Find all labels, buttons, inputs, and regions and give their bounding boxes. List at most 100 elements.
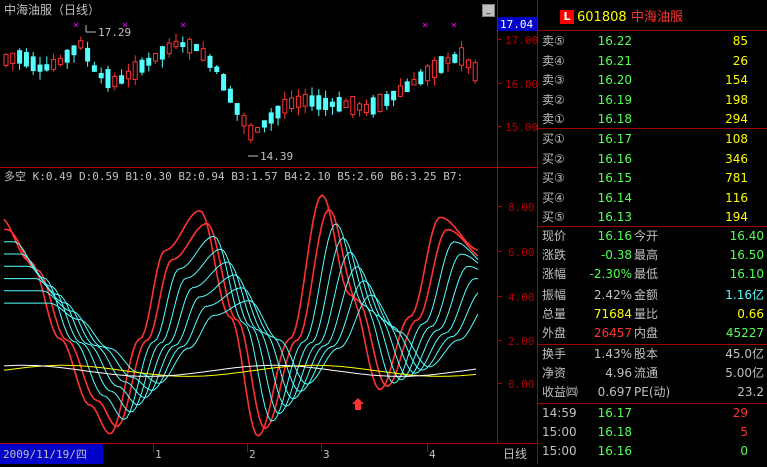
tick-time: 15:00	[542, 425, 577, 439]
level-price: 16.19	[597, 92, 632, 107]
candle-body	[459, 47, 465, 66]
bid-row[interactable]: 买① 16.17 108	[538, 130, 767, 149]
tick-volume: 0	[740, 444, 748, 458]
indicator-tick: 6.00	[508, 246, 535, 259]
indicator-line	[3, 364, 477, 377]
chart-area[interactable]: 中海油服（日线） 17.04 17.00 16.00 15.00 17.29 1…	[0, 0, 538, 464]
candle-body	[166, 42, 172, 55]
candle-body	[214, 66, 220, 72]
high-marker: 17.29	[85, 25, 131, 39]
level-label: 卖⑤	[542, 34, 565, 48]
kline-chart[interactable]: 中海油服（日线） 17.04 17.00 16.00 15.00 17.29 1…	[0, 0, 538, 464]
candle-body	[302, 93, 308, 107]
indicator-line	[4, 237, 479, 415]
candle-body	[146, 57, 152, 66]
tick-time: 15:00	[542, 444, 577, 458]
bid-row[interactable]: 买⑤ 16.13 194	[538, 208, 767, 227]
candle-body	[391, 90, 397, 101]
tick-time: 14:59	[542, 406, 577, 420]
ask-row[interactable]: 卖④ 16.21 26	[538, 52, 767, 71]
candle-body	[125, 70, 131, 80]
indicator-line	[4, 251, 479, 407]
level-label: 买①	[542, 132, 565, 146]
candle-body	[85, 47, 91, 62]
level-price: 16.18	[597, 112, 632, 127]
level-volume: 116	[725, 190, 748, 205]
candle-body	[377, 93, 383, 112]
stock-code: 601808	[577, 10, 627, 25]
indicator-tick: 4.00	[508, 291, 535, 304]
level-volume: 108	[725, 132, 748, 146]
bid-row[interactable]: 买④ 16.14 116	[538, 189, 767, 208]
tick-row: 15:00 16.18 5	[538, 423, 767, 442]
stat-label: 净资	[542, 366, 567, 380]
stat-label: 外盘	[542, 326, 567, 340]
magenta-marker: ×	[122, 20, 128, 31]
candle-body	[71, 45, 77, 56]
candle-body	[221, 74, 227, 91]
minimize-button[interactable]: _	[482, 4, 495, 17]
stat-label: 金额	[634, 288, 659, 302]
bid-row[interactable]: 买③ 16.15 781	[538, 169, 767, 188]
candle-body	[295, 95, 301, 108]
candle-body	[119, 75, 125, 84]
ask-row[interactable]: 卖② 16.19 198	[538, 91, 767, 110]
level-volume: 154	[725, 73, 748, 88]
net-assets: 4.96	[605, 366, 632, 380]
candle-body	[316, 95, 322, 110]
quote-panel: L 601808 中海油服 卖⑤ 16.22 85 卖④ 16.21 26 卖③ 16.20 1…	[537, 0, 767, 464]
turnover-amount: 1.16亿	[725, 288, 764, 302]
level-volume: 346	[725, 151, 748, 166]
stat-label: 总量	[542, 307, 567, 321]
stat-label: 量比	[634, 307, 659, 321]
ask-row[interactable]: 卖③ 16.20 154	[538, 71, 767, 90]
candle-body	[384, 94, 390, 106]
svg-text:17.29: 17.29	[98, 26, 131, 39]
level-label: 卖①	[542, 112, 565, 127]
candle-body	[10, 52, 16, 65]
level-label: 买④	[542, 190, 565, 205]
candle-body	[357, 103, 363, 111]
period-tab[interactable]: 日线	[503, 447, 527, 461]
tick-price: 16.17	[597, 406, 632, 420]
bid-row[interactable]: 买② 16.16 346	[538, 150, 767, 169]
share-capital: 45.0亿	[725, 347, 764, 361]
indicator-line	[4, 266, 479, 400]
candle-body	[282, 98, 288, 114]
change-percent: -2.30%	[589, 267, 632, 281]
ask-row[interactable]: 卖① 16.18 294	[538, 110, 767, 129]
candle-body	[139, 59, 145, 73]
price-tick: 17.00	[505, 34, 537, 47]
level-price: 16.20	[597, 73, 632, 88]
tick-row: 15:00 16.16 0	[538, 442, 767, 461]
candle-body	[472, 62, 478, 82]
date-label: 2009/11/19/四	[3, 448, 87, 461]
level-volume: 194	[725, 210, 748, 225]
outer-volume: 26457	[593, 326, 632, 340]
indicator-line	[4, 223, 479, 422]
candle-body	[57, 57, 63, 65]
month-tick: 3	[323, 448, 330, 461]
indicator-label: 多空 K:0.49 D:0.59 B1:0.30 B2:0.94 B3:1.57…	[4, 169, 463, 183]
level-price: 16.14	[597, 190, 632, 205]
candle-body	[98, 73, 104, 79]
candle-body	[452, 54, 458, 63]
candle-body	[275, 105, 281, 119]
level-label: 买⑤	[542, 210, 565, 225]
stat-label: 涨幅	[542, 267, 567, 281]
candle-body	[51, 58, 57, 70]
level-price: 16.15	[597, 171, 632, 186]
stat-label: 现价	[542, 229, 567, 243]
float-shares: 5.00亿	[725, 366, 764, 380]
ask-row[interactable]: 卖⑤ 16.22 85	[538, 32, 767, 51]
volume-ratio: 0.66	[737, 307, 764, 321]
tick-volume: 5	[740, 425, 748, 439]
candle-body	[309, 95, 315, 107]
candle-body	[159, 46, 165, 60]
stock-logo: L	[560, 10, 574, 24]
candle-body	[343, 100, 349, 109]
stat-label: 换手	[542, 347, 567, 361]
candle-body	[44, 64, 50, 71]
stat-label: 最低	[634, 267, 659, 281]
stock-header: L 601808 中海油服	[538, 8, 767, 27]
